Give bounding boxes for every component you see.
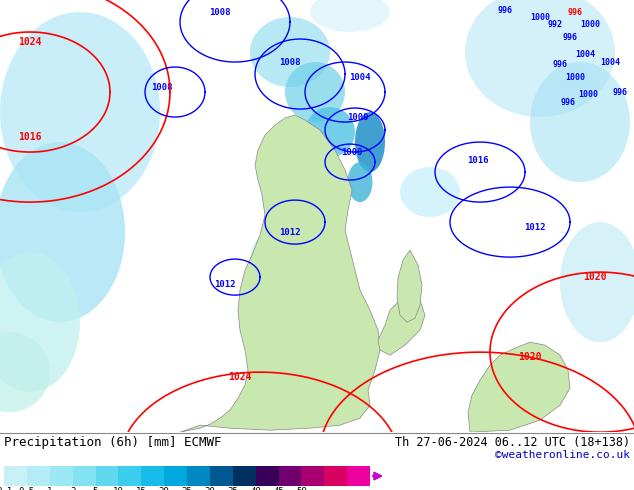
Text: 0.1: 0.1 [0, 487, 12, 490]
Text: 1020: 1020 [583, 272, 607, 282]
Ellipse shape [0, 12, 160, 212]
Bar [27, 466, 49, 486]
Text: 1012: 1012 [524, 222, 546, 232]
Bar [4, 466, 27, 486]
Text: 35: 35 [228, 487, 238, 490]
Ellipse shape [285, 62, 345, 122]
Text: 25: 25 [181, 487, 192, 490]
Text: 1012: 1012 [214, 280, 236, 289]
Text: 5: 5 [93, 487, 98, 490]
Bar [96, 466, 119, 486]
Ellipse shape [347, 162, 373, 202]
Text: 996: 996 [562, 32, 578, 42]
Text: 1004: 1004 [600, 57, 620, 67]
Text: 1020: 1020 [518, 352, 541, 362]
Text: 20: 20 [158, 487, 169, 490]
Bar [119, 466, 141, 486]
Text: 50: 50 [296, 487, 307, 490]
Text: 15: 15 [136, 487, 146, 490]
Polygon shape [397, 250, 422, 322]
Text: 1000: 1000 [565, 73, 585, 81]
Polygon shape [378, 295, 425, 355]
Text: 1000: 1000 [530, 13, 550, 22]
Text: 45: 45 [273, 487, 284, 490]
Text: 30: 30 [205, 487, 216, 490]
Text: 1012: 1012 [279, 227, 301, 237]
Bar [73, 466, 96, 486]
Bar [301, 466, 324, 486]
Text: 1008: 1008 [152, 82, 172, 92]
Text: 996: 996 [498, 5, 512, 15]
Ellipse shape [0, 252, 80, 392]
Ellipse shape [250, 17, 330, 87]
Ellipse shape [250, 222, 330, 302]
Text: 1004: 1004 [575, 49, 595, 58]
Text: 1000: 1000 [580, 20, 600, 28]
Text: 1024: 1024 [18, 37, 42, 47]
Ellipse shape [0, 332, 50, 412]
Bar [49, 466, 73, 486]
Text: 996: 996 [567, 7, 583, 17]
Ellipse shape [355, 112, 385, 172]
Bar [347, 466, 370, 486]
Bar [324, 466, 347, 486]
Ellipse shape [465, 0, 615, 117]
Bar [278, 466, 301, 486]
Text: 1016: 1016 [467, 155, 489, 165]
Text: 40: 40 [250, 487, 261, 490]
Bar [187, 466, 210, 486]
Text: 996: 996 [552, 59, 567, 69]
Ellipse shape [310, 0, 390, 32]
Ellipse shape [530, 62, 630, 182]
Text: Th 27-06-2024 06..12 UTC (18+138): Th 27-06-2024 06..12 UTC (18+138) [395, 436, 630, 449]
Text: 1000: 1000 [341, 147, 363, 157]
Text: 992: 992 [548, 20, 562, 28]
Polygon shape [180, 115, 380, 432]
Text: Precipitation (6h) [mm] ECMWF: Precipitation (6h) [mm] ECMWF [4, 436, 221, 449]
Text: 2: 2 [70, 487, 75, 490]
Ellipse shape [305, 107, 355, 157]
Bar [164, 466, 187, 486]
Text: 1024: 1024 [228, 372, 252, 382]
Text: 1008: 1008 [279, 57, 301, 67]
Text: 1004: 1004 [349, 73, 371, 81]
Ellipse shape [400, 167, 460, 217]
Bar [233, 466, 256, 486]
Text: 1: 1 [47, 487, 53, 490]
Ellipse shape [0, 142, 125, 322]
Ellipse shape [250, 277, 340, 347]
Text: 10: 10 [113, 487, 124, 490]
Bar [256, 466, 278, 486]
Text: ©weatheronline.co.uk: ©weatheronline.co.uk [495, 450, 630, 460]
Ellipse shape [560, 222, 634, 342]
Text: 996: 996 [612, 88, 628, 97]
Text: 996: 996 [560, 98, 576, 106]
Text: 1000: 1000 [578, 90, 598, 98]
Text: 1008: 1008 [209, 7, 231, 17]
Bar [141, 466, 164, 486]
Bar [210, 466, 233, 486]
Text: 0.5: 0.5 [19, 487, 35, 490]
Polygon shape [468, 342, 570, 432]
Text: 1000: 1000 [347, 113, 369, 122]
Text: 1016: 1016 [18, 132, 42, 142]
